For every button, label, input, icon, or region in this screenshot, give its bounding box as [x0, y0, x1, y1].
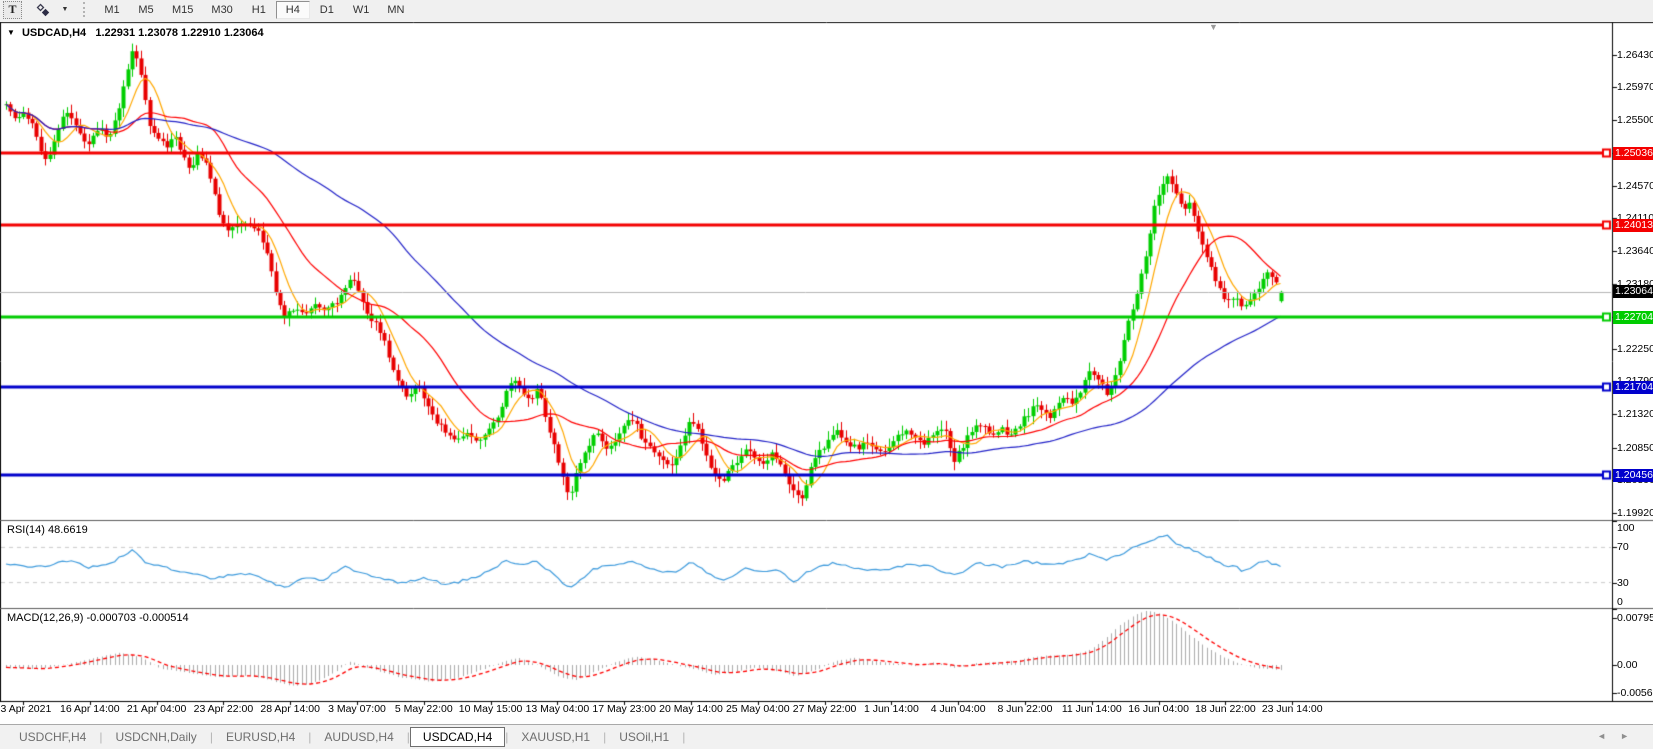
chart-tab-usdchf-h4[interactable]: USDCHF,H4 — [19, 730, 87, 744]
macd-indicator-label: MACD(12,26,9) -0.000703 -0.000514 — [7, 612, 189, 624]
rsi-scale-label: 70 — [1617, 541, 1629, 554]
tab-separator: | — [99, 730, 103, 744]
top-toolbar: T ▼ M1 M5 M15 M30 H1 H4 D1 W1 MN — [0, 0, 1653, 22]
current-price-label: 1.23064 — [1613, 285, 1653, 299]
chart-symbol-label: USDCAD,H4 — [21, 27, 87, 39]
tab-separator: | — [682, 730, 686, 744]
hline-price-label: 1.21704 — [1613, 380, 1653, 394]
timeframe-button-h1[interactable]: H1 — [251, 3, 266, 16]
time-axis-label: 13 Apr 2021 — [0, 703, 52, 715]
chart-tab-usdcnh-daily[interactable]: USDCNH,Daily — [115, 730, 197, 744]
time-axis-label: 18 Jun 22:00 — [1195, 703, 1256, 715]
macd-scale-label: 0.007959 — [1617, 612, 1653, 624]
timeframe-button-d1[interactable]: D1 — [319, 3, 334, 16]
time-axis-label: 11 Jun 14:00 — [1061, 703, 1122, 715]
time-axis-label: 16 Apr 14:00 — [60, 703, 120, 715]
chart-tab-usoil-h1[interactable]: USOil,H1 — [619, 730, 670, 744]
price-tick-label: 1.26430 — [1617, 49, 1653, 61]
time-axis-label: 1 Jun 14:00 — [863, 703, 919, 715]
time-axis-label: 21 Apr 04:00 — [126, 703, 187, 715]
timeframe-button-m15[interactable]: M15 — [172, 3, 194, 16]
tab-separator: | — [209, 730, 213, 744]
tab-separator: | — [505, 730, 509, 744]
timeframe-button-m1[interactable]: M1 — [104, 3, 120, 16]
tab-scroll-left-icon[interactable]: ◄ — [1597, 731, 1621, 741]
hline-price-label: 1.22704 — [1613, 310, 1653, 324]
price-tick-label: 1.23640 — [1617, 245, 1653, 258]
hline-price-label: 1.20456 — [1613, 468, 1653, 482]
time-axis-label: 23 Apr 22:00 — [193, 703, 254, 715]
macd-scale-label: 0.00 — [1617, 659, 1638, 671]
tab-separator: | — [308, 730, 312, 744]
chart-shift-marker-icon[interactable]: ▼ — [1209, 22, 1218, 32]
time-axis-label: 20 May 14:00 — [659, 703, 723, 715]
tab-scroll-arrows: ◄► — [1597, 731, 1643, 741]
collapse-icon[interactable]: ▼ — [7, 28, 15, 37]
price-tick-label: 1.25500 — [1617, 114, 1653, 127]
hline-price-label: 1.25036 — [1613, 146, 1653, 160]
time-axis-label: 5 May 22:00 — [394, 703, 453, 715]
timeframe-button-mn[interactable]: MN — [387, 3, 405, 16]
price-tick-label: 1.24570 — [1617, 179, 1653, 192]
time-axis-label: 25 May 04:00 — [725, 703, 790, 715]
timeframe-button-m5[interactable]: M5 — [138, 3, 154, 16]
timeframe-button-w1[interactable]: W1 — [352, 3, 370, 16]
macd-scale-label: -0.005663 — [1617, 687, 1653, 699]
time-axis-label: 8 Jun 22:00 — [997, 703, 1053, 715]
time-axis-label: 28 Apr 14:00 — [260, 703, 320, 715]
price-tick-label: 1.19920 — [1617, 506, 1653, 519]
chart-tab-eurusd-h4[interactable]: EURUSD,H4 — [225, 730, 296, 744]
price-tick-label: 1.21320 — [1617, 408, 1653, 421]
timeframe-button-h4[interactable]: H4 — [275, 0, 310, 19]
rsi-scale-label: 0 — [1617, 596, 1623, 608]
chart-ohlc-values: 1.22931 1.23078 1.22910 1.23064 — [95, 27, 264, 39]
time-axis-label: 27 May 22:00 — [792, 703, 857, 715]
arrows-tool-dropdown-icon[interactable]: ▼ — [61, 6, 69, 13]
price-tick-label: 1.25970 — [1617, 81, 1653, 94]
time-axis-label: 16 Jun 04:00 — [1128, 703, 1189, 715]
chart-tab-xauusd-h1[interactable]: XAUUSD,H1 — [521, 730, 591, 744]
timeframe-button-m30[interactable]: M30 — [211, 3, 233, 16]
time-axis-label: 3 May 07:00 — [328, 703, 386, 715]
text-label-tool-button[interactable]: T — [3, 0, 22, 19]
chart-tab-audusd-h4[interactable]: AUDUSD,H4 — [324, 730, 394, 744]
time-axis-label: 4 Jun 04:00 — [930, 703, 986, 715]
toolbar-grip[interactable] — [83, 2, 88, 17]
chart-tab-bar: USDCHF,H4 | USDCNH,Daily | EURUSD,H4 | AUDUSD,… — [0, 724, 1653, 749]
chart-tab-usdcad-h4[interactable]: USDCAD,H4 — [409, 727, 506, 747]
tab-scroll-right-icon[interactable]: ► — [1620, 731, 1643, 741]
time-axis-label: 13 May 04:00 — [525, 703, 590, 715]
time-axis-label: 23 Jun 14:00 — [1261, 703, 1323, 715]
rsi-indicator-label: RSI(14) 48.6619 — [7, 524, 88, 536]
tab-separator: | — [603, 730, 607, 744]
arrows-tool-icon[interactable] — [32, 1, 54, 19]
time-axis-label: 17 May 23:00 — [592, 703, 656, 715]
hline-price-label: 1.24013 — [1613, 218, 1653, 232]
price-tick-label: 1.22250 — [1617, 343, 1653, 356]
rsi-scale-label: 100 — [1617, 522, 1635, 534]
rsi-scale-label: 30 — [1617, 576, 1629, 589]
timeframe-buttons: M1 M5 M15 M30 H1 H4 D1 W1 MN — [95, 0, 413, 19]
time-axis-label: 10 May 15:00 — [458, 703, 523, 715]
price-tick-label: 1.20850 — [1617, 441, 1653, 454]
chart-title: ▼ USDCAD,H4 1.22931 1.23078 1.22910 1.23… — [7, 27, 264, 39]
tab-separator: | — [406, 730, 410, 744]
